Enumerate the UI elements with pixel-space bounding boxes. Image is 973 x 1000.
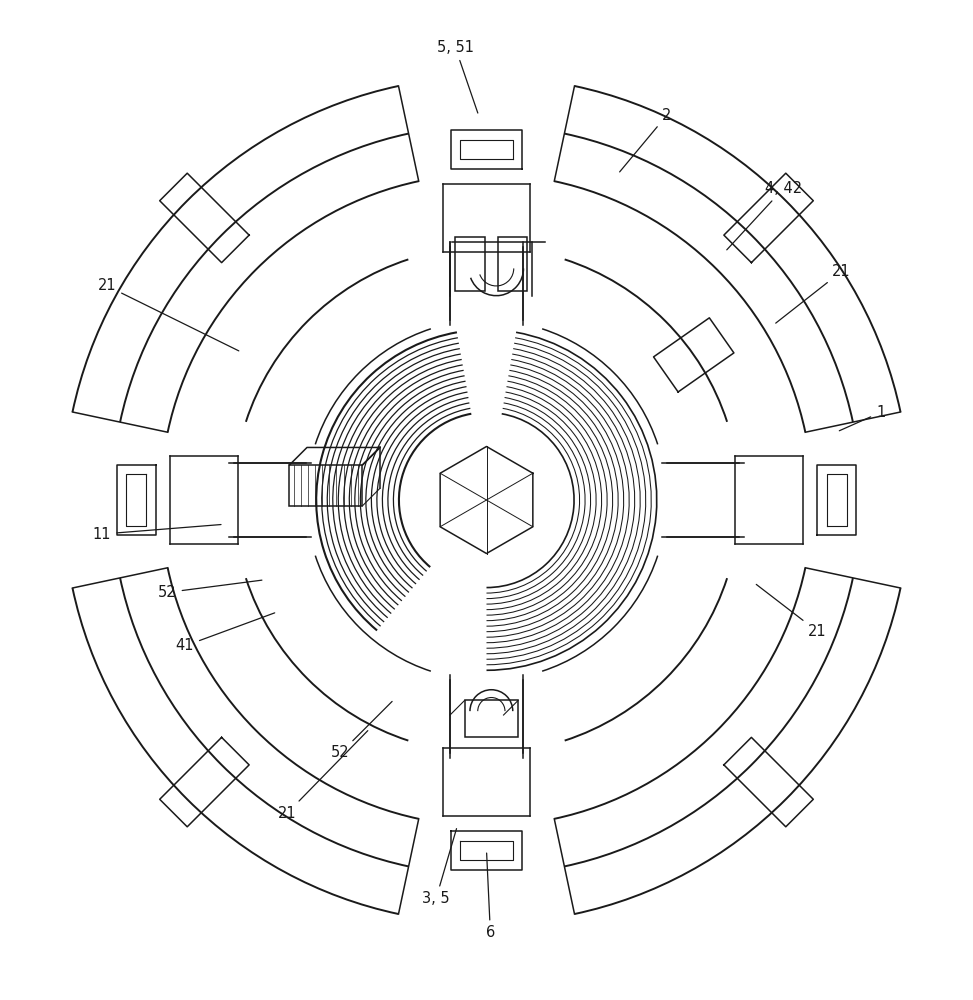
Text: 52: 52 bbox=[331, 701, 392, 760]
Text: 6: 6 bbox=[486, 853, 495, 940]
Text: 21: 21 bbox=[277, 731, 368, 821]
Text: 41: 41 bbox=[175, 613, 274, 653]
Text: 21: 21 bbox=[97, 278, 238, 351]
Text: 2: 2 bbox=[620, 108, 671, 172]
Text: 3, 5: 3, 5 bbox=[422, 829, 456, 906]
Text: 21: 21 bbox=[756, 584, 827, 639]
Bar bbox=[455, 237, 485, 291]
Text: 1: 1 bbox=[840, 405, 885, 431]
Bar bbox=[290, 465, 362, 506]
Text: 5, 51: 5, 51 bbox=[437, 40, 478, 113]
Bar bbox=[465, 700, 518, 737]
Bar bbox=[498, 237, 527, 291]
Text: 11: 11 bbox=[92, 525, 221, 542]
Text: 52: 52 bbox=[158, 580, 262, 600]
Text: 21: 21 bbox=[775, 264, 851, 323]
Text: 4, 42: 4, 42 bbox=[727, 181, 802, 250]
